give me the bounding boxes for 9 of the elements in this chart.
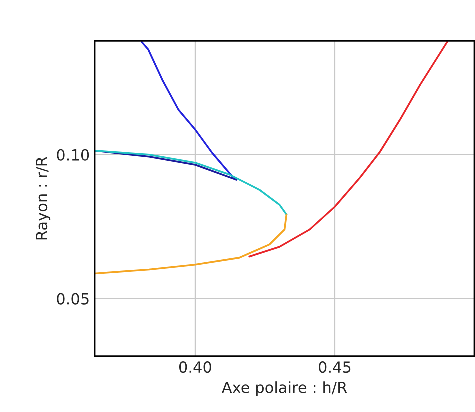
y-tick-label: 0.05 <box>57 293 89 305</box>
y-tick-label: 0.10 <box>57 149 90 161</box>
y-axis-title: Rayon : r/R <box>36 156 51 240</box>
line-series <box>95 214 288 275</box>
x-tick-label: 0.45 <box>318 362 351 374</box>
x-axis-title: Axe polaire : h/R <box>222 382 348 396</box>
x-tick-label: 0.40 <box>179 362 212 374</box>
line-series <box>248 41 448 258</box>
line-series <box>95 150 288 216</box>
